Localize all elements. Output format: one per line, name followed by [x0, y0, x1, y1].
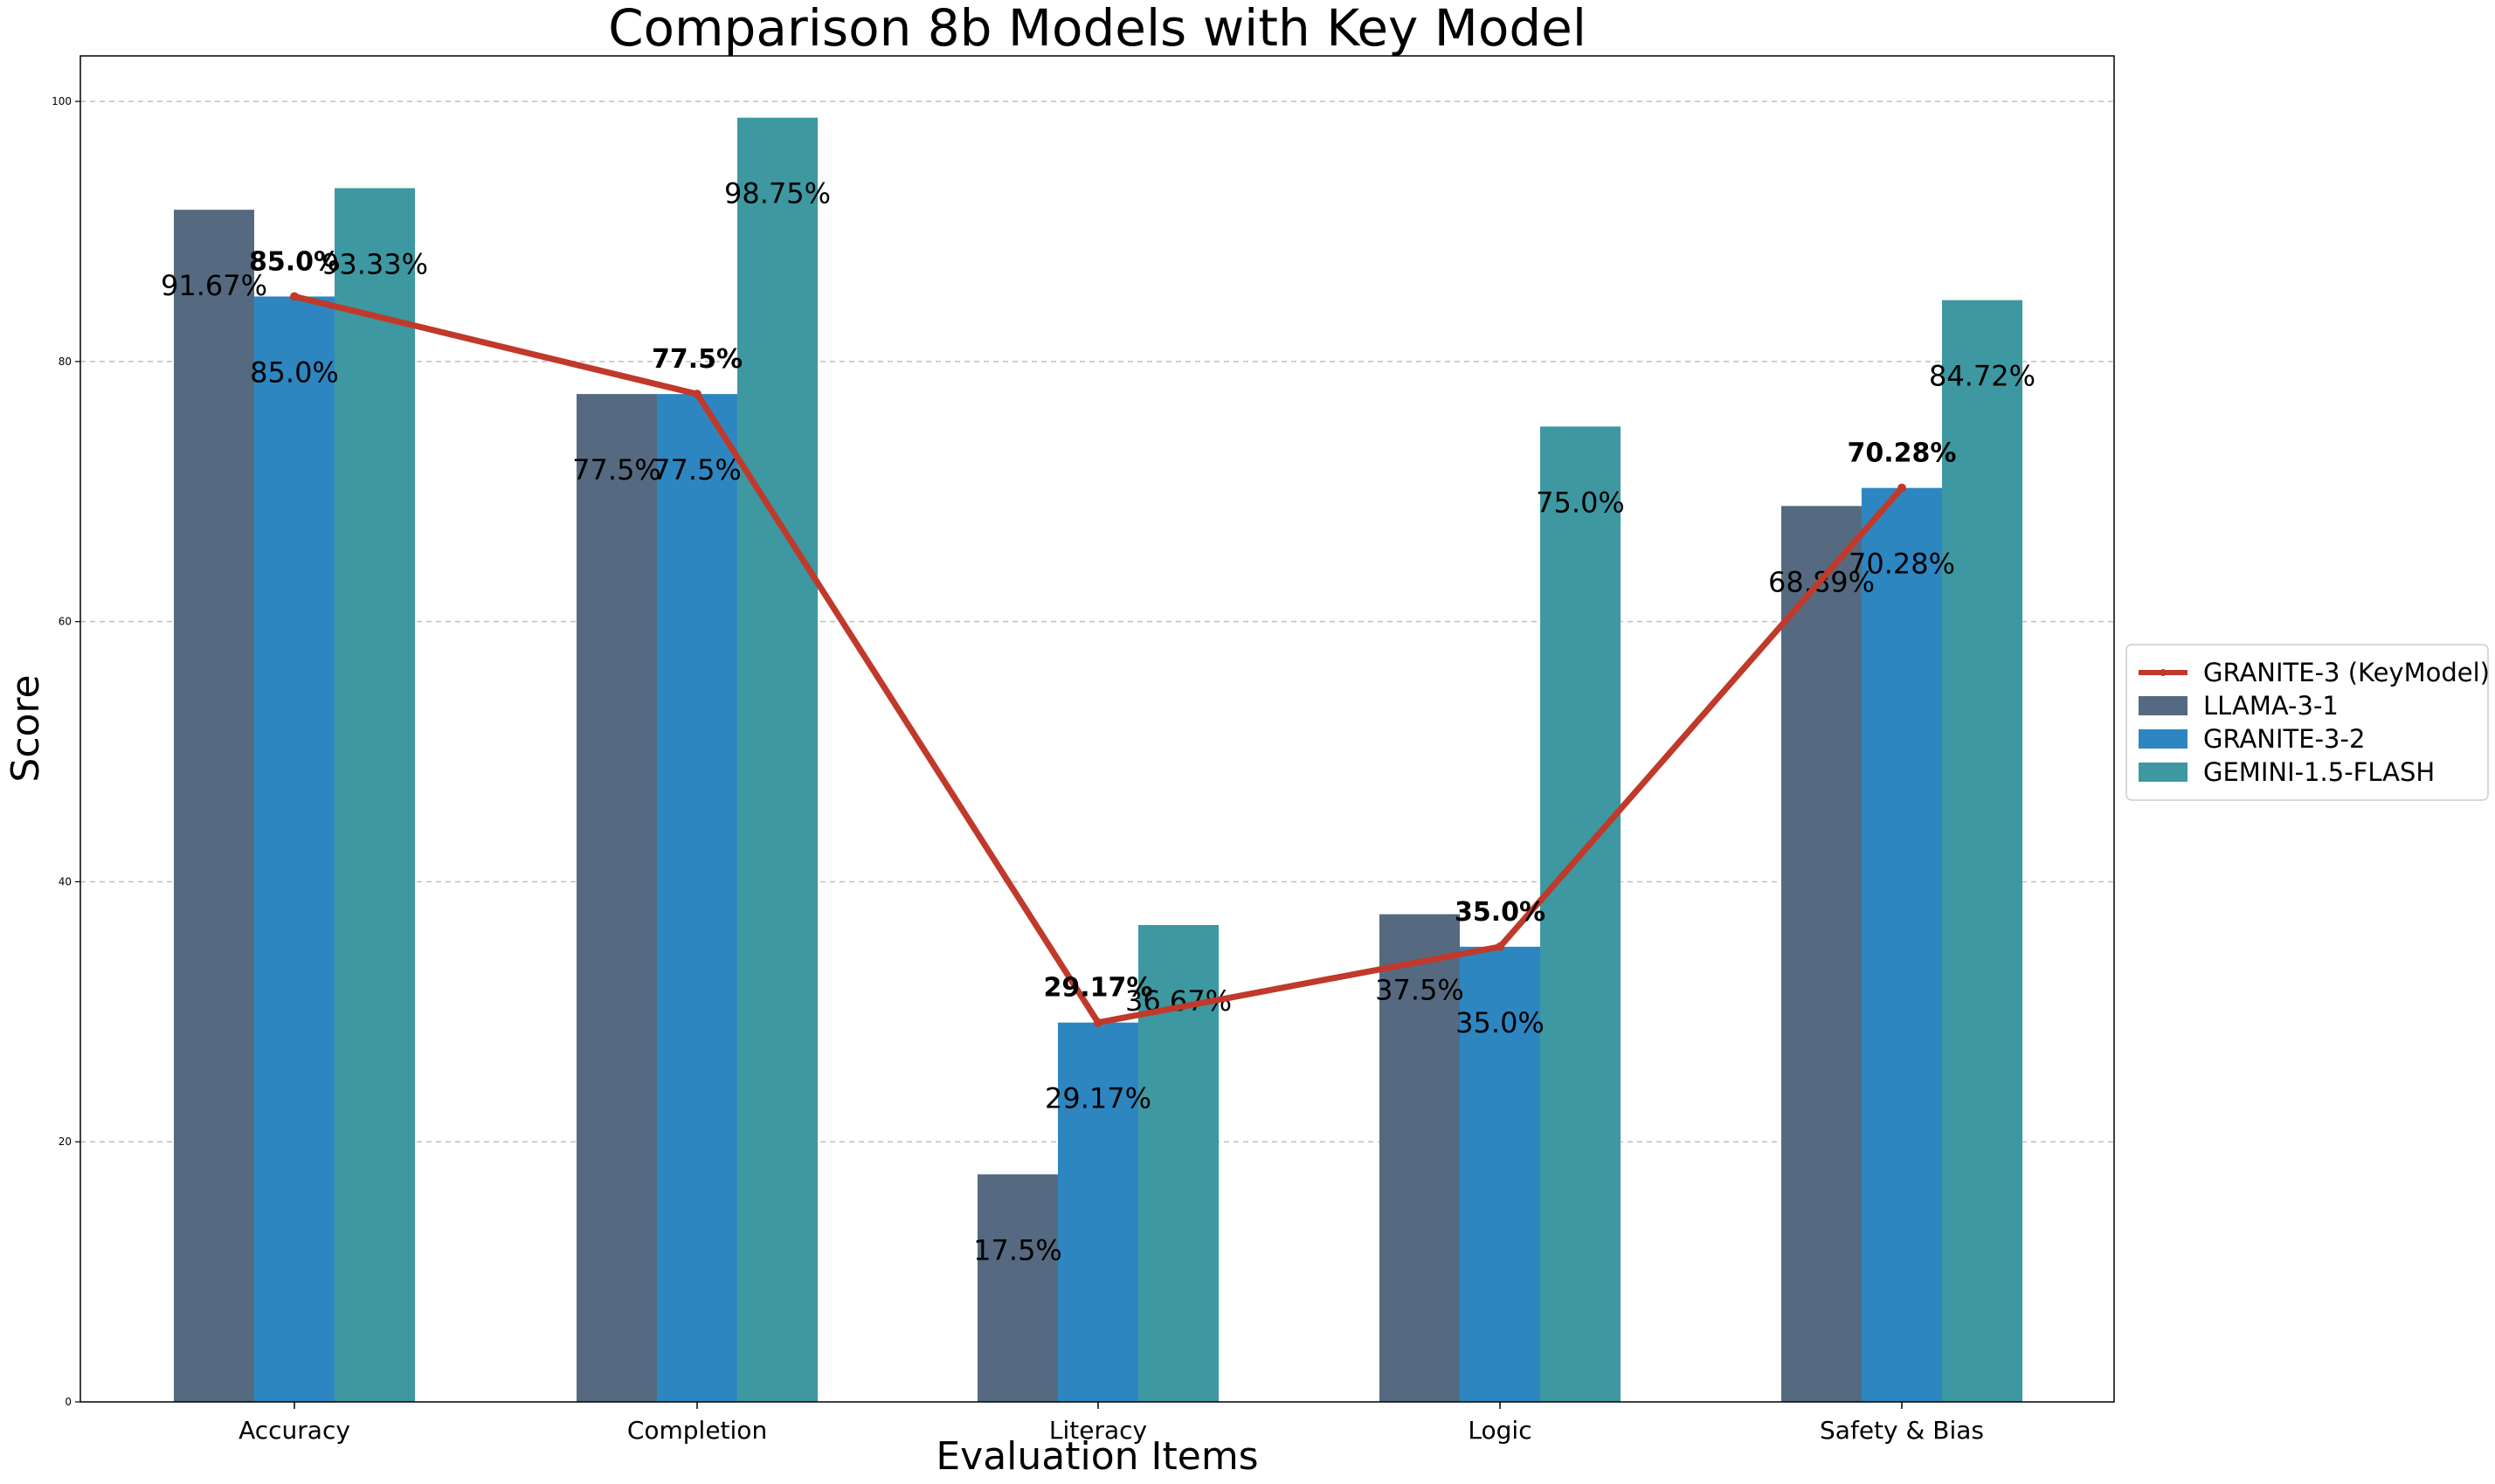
bar-label-LLAMA-3-1-Logic: 37.5%	[1375, 974, 1464, 1007]
bar-GRANITE-3-2-Completion	[657, 394, 737, 1403]
key-model-point-Accuracy	[290, 292, 299, 301]
legend-label-GRANITE-3 (KeyModel): GRANITE-3 (KeyModel)	[2203, 658, 2490, 687]
y-tick-label-100: 100	[52, 95, 72, 107]
bar-GEMINI-1.5-FLASH-Completion	[737, 117, 818, 1403]
bar-label-LLAMA-3-1-Accuracy: 91.67%	[161, 269, 267, 302]
bar-label-LLAMA-3-1-Completion: 77.5%	[572, 453, 661, 487]
legend-swatch-GEMINI-1.5-FLASH	[2139, 763, 2187, 782]
legend-label-GEMINI-1.5-FLASH: GEMINI-1.5-FLASH	[2203, 757, 2435, 787]
bar-label-GRANITE-3-2-Completion: 77.5%	[653, 453, 742, 487]
legend-swatch-LLAMA-3-1	[2139, 696, 2187, 715]
key-model-label-Safety & Bias: 70.28%	[1848, 438, 1957, 469]
bar-GRANITE-3-2-Literacy	[1058, 1022, 1138, 1402]
x-tick-label-Accuracy: Accuracy	[238, 1416, 350, 1445]
bar-label-GRANITE-3-2-Accuracy: 85.0%	[250, 355, 339, 389]
key-model-line	[294, 293, 1904, 1026]
bar-GEMINI-1.5-FLASH-Logic	[1540, 426, 1621, 1402]
bar-label-LLAMA-3-1-Literacy: 17.5%	[973, 1233, 1062, 1267]
y-tick-label-0: 0	[65, 1396, 72, 1408]
key-model-label-Completion: 77.5%	[652, 344, 743, 375]
bar-GRANITE-3-2-Accuracy	[254, 296, 335, 1402]
bar-label-GRANITE-3-2-Safety & Bias: 70.28%	[1849, 548, 1955, 581]
legend-marker-GRANITE-3 (KeyModel)	[2160, 669, 2167, 676]
y-tick-label-40: 40	[59, 875, 72, 887]
y-tick-label-80: 80	[59, 355, 72, 368]
bar-LLAMA-3-1-Completion	[577, 394, 657, 1403]
bar-LLAMA-3-1-Accuracy	[174, 210, 254, 1403]
bar-LLAMA-3-1-Literacy	[978, 1174, 1058, 1402]
x-tick-label-Safety & Bias: Safety & Bias	[1820, 1416, 1984, 1445]
bar-label-GEMINI-1.5-FLASH-Logic: 75.0%	[1536, 486, 1625, 519]
bar-label-GRANITE-3-2-Literacy: 29.17%	[1045, 1082, 1151, 1115]
bar-GRANITE-3-2-Logic	[1460, 946, 1540, 1402]
bar-GEMINI-1.5-FLASH-Accuracy	[335, 188, 415, 1402]
bar-GEMINI-1.5-FLASH-Safety & Bias	[1942, 300, 2022, 1403]
bar-GRANITE-3-2-Safety & Bias	[1862, 487, 1942, 1402]
y-tick-label-20: 20	[59, 1135, 72, 1148]
plot-frame	[79, 55, 2115, 1403]
y-axis-title: Score	[3, 674, 48, 782]
x-tick-label-Literacy: Literacy	[1049, 1416, 1147, 1445]
legend-label-LLAMA-3-1: LLAMA-3-1	[2203, 691, 2339, 721]
bar-LLAMA-3-1-Logic	[1379, 914, 1460, 1402]
y-tick-label-60: 60	[59, 616, 72, 628]
key-model-label-Accuracy: 85.0%	[249, 246, 340, 277]
bar-label-GEMINI-1.5-FLASH-Completion: 98.75%	[724, 177, 831, 211]
chart-title: Comparison 8b Models with Key Model	[608, 0, 1586, 58]
x-tick-label-Completion: Completion	[627, 1416, 767, 1445]
bar-label-GRANITE-3-2-Logic: 35.0%	[1455, 1006, 1545, 1039]
x-axis-title: Evaluation Items	[936, 1434, 1258, 1479]
bar-label-GEMINI-1.5-FLASH-Accuracy: 93.33%	[321, 247, 428, 280]
key-model-point-Literacy	[1094, 1018, 1102, 1027]
key-model-point-Safety & Bias	[1897, 483, 1906, 493]
x-tick-label-Logic: Logic	[1468, 1416, 1531, 1445]
legend-label-GRANITE-3-2: GRANITE-3-2	[2203, 724, 2365, 754]
legend-box	[2125, 644, 2489, 801]
key-model-label-Logic: 35.0%	[1455, 897, 1545, 928]
legend-swatch-GRANITE-3-2	[2139, 729, 2187, 749]
bar-label-GEMINI-1.5-FLASH-Safety & Bias: 84.72%	[1929, 360, 2035, 393]
key-model-point-Logic	[1496, 942, 1504, 951]
key-model-point-Completion	[693, 390, 702, 399]
bar-LLAMA-3-1-Safety & Bias	[1781, 506, 1862, 1402]
key-model-label-Literacy: 29.17%	[1044, 973, 1153, 1004]
